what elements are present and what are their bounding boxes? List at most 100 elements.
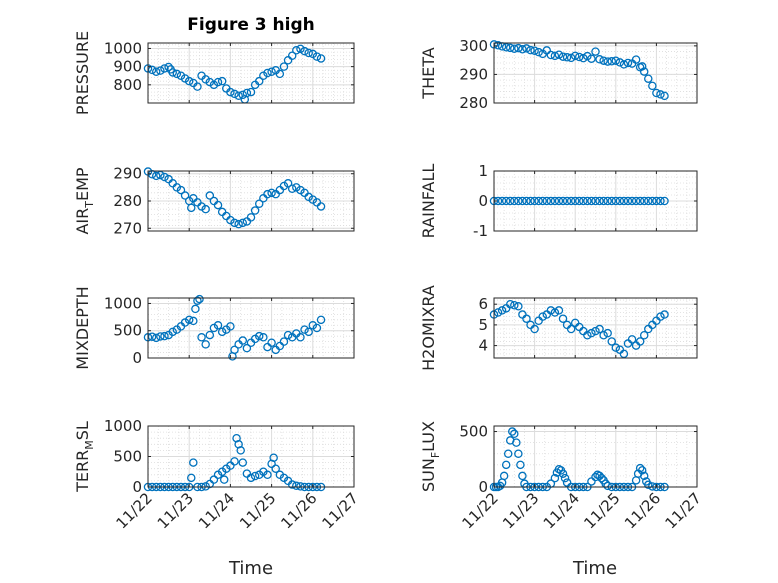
y-axis-label-rest: LUX bbox=[419, 421, 438, 452]
subplot-rainfall: -1 0 1 RAINFALL bbox=[419, 162, 698, 240]
data-point-rainfall bbox=[631, 196, 641, 206]
data-point-sun_flux bbox=[512, 438, 521, 447]
data-point-pressure bbox=[217, 76, 227, 86]
data-point-pressure bbox=[164, 62, 173, 72]
data-point-pressure bbox=[151, 67, 161, 76]
figure-title: Figure 3 high bbox=[187, 15, 315, 35]
y-axis-label-subscript: T bbox=[83, 201, 96, 209]
data-point-theta bbox=[570, 51, 580, 61]
data-point-rainfall bbox=[554, 196, 564, 206]
data-point-mixdepth bbox=[254, 331, 264, 341]
data-point-h2omixra bbox=[595, 324, 604, 334]
data-point-pressure bbox=[316, 54, 326, 63]
data-point-mixdepth bbox=[238, 336, 248, 345]
data-point-theta bbox=[522, 44, 531, 53]
data-point-rainfall bbox=[550, 196, 560, 206]
data-point-rainfall bbox=[497, 196, 507, 206]
data-point-rainfall bbox=[611, 196, 621, 206]
data-point-h2omixra bbox=[505, 299, 515, 309]
y-tick-label: 1000 bbox=[104, 294, 142, 312]
data-point-air_temp bbox=[213, 200, 223, 210]
data-point-sun_flux bbox=[635, 463, 645, 473]
y-axis-label-main: THETA bbox=[419, 47, 438, 99]
subplot-mixdepth: 0 500 1000 MIXDEPTH bbox=[73, 286, 355, 370]
data-point-air_temp bbox=[151, 171, 161, 181]
data-point-h2omixra bbox=[538, 312, 547, 321]
data-point-mixdepth bbox=[300, 325, 309, 334]
y-tick-label: 800 bbox=[113, 76, 142, 94]
data-point-h2omixra bbox=[627, 335, 637, 344]
subplot-air_temp: 270 280 290 AIRTEMP bbox=[73, 165, 355, 237]
data-point-mixdepth bbox=[304, 327, 313, 337]
y-axis-label: H2OMIXRA bbox=[419, 285, 438, 371]
data-point-h2omixra bbox=[656, 312, 665, 321]
data-point-mixdepth bbox=[217, 327, 227, 337]
data-point-terr_msl bbox=[187, 473, 196, 483]
data-point-rainfall bbox=[635, 196, 645, 206]
data-point-theta bbox=[514, 43, 523, 53]
y-axis-label-rest: EMP bbox=[73, 167, 92, 201]
y-tick-label: 0 bbox=[478, 192, 488, 210]
data-point-h2omixra bbox=[566, 324, 576, 334]
y-tick-label: 280 bbox=[459, 94, 488, 112]
data-point-rainfall bbox=[648, 196, 657, 206]
data-point-rainfall bbox=[526, 196, 535, 206]
data-point-rainfall bbox=[542, 196, 552, 206]
data-point-pressure bbox=[160, 64, 169, 73]
data-point-mixdepth bbox=[189, 316, 198, 326]
data-point-h2omixra bbox=[558, 314, 568, 323]
data-point-h2omixra bbox=[522, 314, 531, 323]
axes-frame bbox=[493, 425, 698, 488]
data-point-pressure bbox=[246, 87, 256, 97]
subplot-theta: 280 290 300 THETA bbox=[419, 37, 698, 112]
data-point-air_temp bbox=[250, 206, 260, 215]
data-point-sun_flux bbox=[639, 471, 649, 481]
data-point-rainfall bbox=[652, 196, 661, 206]
data-point-mixdepth bbox=[195, 294, 204, 304]
data-point-pressure bbox=[312, 52, 322, 61]
y-tick-label: 500 bbox=[113, 322, 142, 340]
data-point-theta bbox=[648, 81, 657, 91]
data-point-air_temp bbox=[316, 202, 326, 211]
y-tick-label: 300 bbox=[459, 37, 488, 55]
data-point-sun_flux bbox=[503, 449, 513, 458]
data-point-sun_flux bbox=[510, 429, 519, 439]
data-point-h2omixra bbox=[554, 306, 564, 315]
data-point-pressure bbox=[263, 68, 272, 78]
y-tick-label: 280 bbox=[113, 192, 142, 210]
y-tick-label: 500 bbox=[459, 423, 488, 441]
y-axis-label-main: PRESSURE bbox=[73, 31, 92, 115]
data-point-sun_flux bbox=[637, 466, 647, 475]
y-axis-label: TERRMSL bbox=[73, 421, 96, 493]
data-point-pressure bbox=[279, 62, 289, 71]
data-point-sun_flux bbox=[516, 460, 525, 470]
data-point-rainfall bbox=[510, 196, 519, 206]
data-point-air_temp bbox=[263, 189, 272, 199]
data-point-theta bbox=[579, 53, 588, 63]
y-tick-label: 5 bbox=[478, 316, 488, 334]
data-point-h2omixra bbox=[611, 343, 621, 352]
data-point-rainfall bbox=[603, 196, 612, 206]
data-point-mixdepth bbox=[193, 296, 202, 305]
data-point-sun_flux bbox=[514, 449, 523, 458]
data-point-rainfall bbox=[579, 196, 588, 206]
data-point-air_temp bbox=[254, 199, 264, 208]
data-point-air_temp bbox=[187, 203, 196, 213]
data-point-theta bbox=[550, 51, 560, 61]
data-point-rainfall bbox=[639, 196, 649, 206]
y-tick-label: 500 bbox=[113, 448, 142, 466]
data-point-pressure bbox=[172, 69, 182, 79]
data-point-air_temp bbox=[246, 213, 256, 222]
data-point-pressure bbox=[254, 76, 264, 86]
data-point-sun_flux bbox=[499, 471, 509, 481]
data-point-rainfall bbox=[518, 196, 527, 206]
data-point-theta bbox=[656, 90, 665, 99]
y-axis-label-subscript: M bbox=[83, 440, 96, 450]
axes-frame bbox=[493, 297, 698, 359]
data-point-rainfall bbox=[623, 196, 633, 206]
data-point-mixdepth bbox=[230, 345, 239, 355]
data-point-pressure bbox=[226, 87, 235, 97]
data-point-air_temp bbox=[230, 218, 239, 228]
data-point-air_temp bbox=[234, 219, 243, 229]
